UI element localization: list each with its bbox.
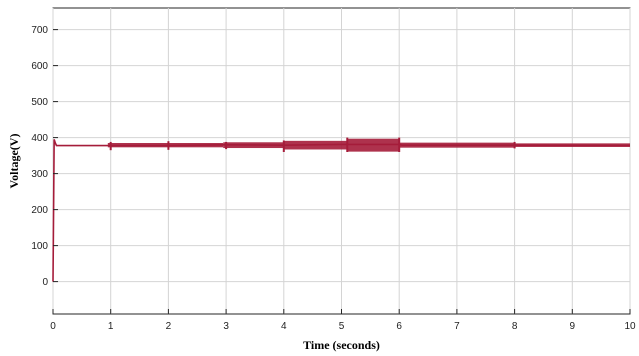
x-tick-label: 9 <box>570 321 576 332</box>
y-tick-label: 600 <box>31 61 48 72</box>
y-tick-label: 400 <box>31 133 48 144</box>
x-tick-label: 1 <box>108 321 114 332</box>
series-layer <box>52 137 631 282</box>
x-tick-label: 8 <box>512 321 518 332</box>
x-tick-label: 10 <box>624 321 636 332</box>
y-tick-label: 500 <box>31 97 48 108</box>
y-tick-label: 0 <box>42 277 48 288</box>
series-0 <box>52 137 631 282</box>
x-tick-label: 6 <box>396 321 402 332</box>
x-tick-label: 2 <box>166 321 172 332</box>
y-tick-label: 200 <box>31 205 48 216</box>
x-tick-label: 5 <box>339 321 345 332</box>
x-axis-title: Time (seconds) <box>303 338 380 352</box>
y-tick-label: 100 <box>31 241 48 252</box>
x-tick-label: 3 <box>223 321 229 332</box>
x-tick-label: 4 <box>281 321 287 332</box>
x-tick-label: 7 <box>454 321 460 332</box>
y-tick-label: 700 <box>31 25 48 36</box>
x-tick-label: 0 <box>50 321 56 332</box>
y-axis-title: Voltage(V) <box>7 134 21 189</box>
y-tick-label: 300 <box>31 169 48 180</box>
